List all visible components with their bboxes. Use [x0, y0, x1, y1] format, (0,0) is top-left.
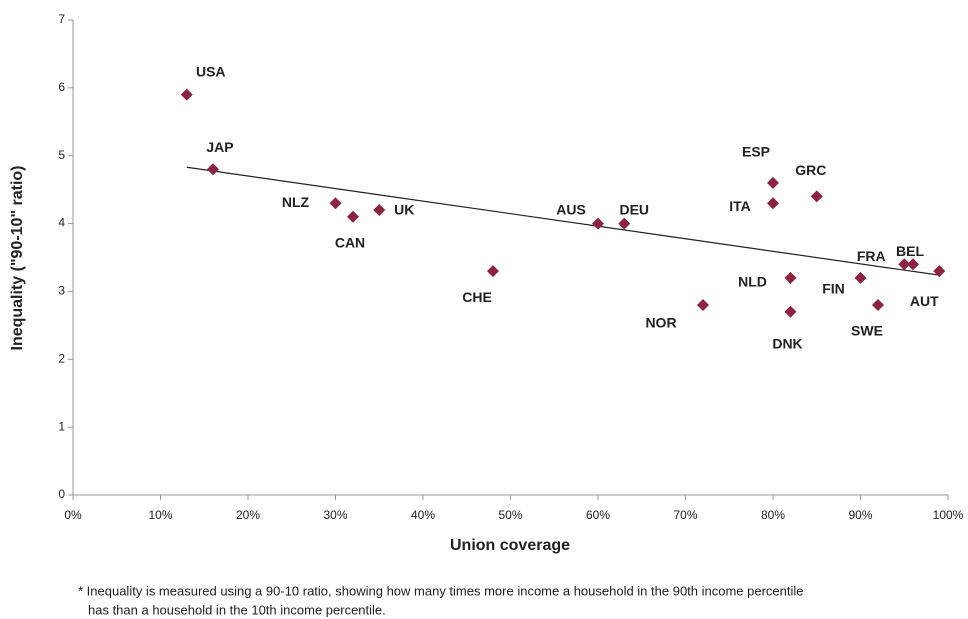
y-tick-label: 7 [58, 12, 65, 26]
point-label: FIN [822, 281, 845, 297]
point-label: BEL [896, 243, 924, 259]
x-tick-label: 60% [586, 508, 610, 522]
footnote: has than a household in the 10th income … [88, 602, 386, 617]
point [207, 163, 219, 176]
x-tick-label: 70% [673, 508, 697, 522]
point-label: CHE [462, 289, 492, 305]
x-tick-label: 90% [848, 508, 872, 522]
point [373, 204, 386, 216]
point [592, 217, 604, 230]
point-label: NOR [645, 315, 676, 331]
point [898, 258, 911, 271]
y-tick-label: 1 [58, 419, 65, 433]
point [618, 217, 631, 230]
point-label: ESP [742, 144, 770, 160]
point [347, 210, 359, 223]
footnote: * Inequality is measured using a 90-10 r… [78, 583, 804, 598]
point [933, 265, 946, 278]
x-tick-label: 10% [148, 508, 172, 522]
y-tick-label: 2 [58, 351, 65, 365]
x-tick-label: 40% [411, 508, 435, 522]
point-label: DNK [772, 335, 802, 351]
y-tick-label: 6 [58, 80, 65, 94]
point [854, 271, 867, 284]
y-tick-label: 0 [58, 487, 65, 501]
point [784, 271, 797, 284]
x-tick-label: 80% [761, 508, 785, 522]
point [767, 176, 779, 189]
point [767, 197, 779, 210]
y-tick-label: 4 [58, 216, 65, 230]
point [907, 258, 919, 271]
point-label: JAP [206, 139, 233, 155]
point-label: FRA [857, 248, 886, 264]
x-tick-label: 50% [498, 508, 522, 522]
point [810, 190, 823, 203]
x-axis-label: Union coverage [450, 537, 570, 554]
point [784, 305, 797, 318]
trend-line [186, 166, 940, 276]
point-label: NLZ [282, 194, 310, 210]
x-tick-label: 100% [933, 508, 964, 522]
x-tick-label: 20% [236, 508, 260, 522]
point-label: ITA [729, 198, 751, 214]
x-tick-label: 0% [64, 508, 82, 522]
point-label: AUT [910, 293, 939, 309]
y-axis-label: Inequality ("90-10" ratio) [9, 166, 26, 351]
point [487, 265, 499, 278]
y-tick-label: 3 [58, 284, 65, 298]
point [697, 299, 709, 311]
y-tick-label: 5 [58, 148, 65, 162]
point-label: USA [196, 63, 226, 79]
point [329, 197, 342, 210]
point-label: AUS [556, 201, 586, 217]
x-tick-label: 30% [323, 508, 347, 522]
point-label: CAN [335, 234, 365, 250]
point [872, 299, 884, 311]
point-label: SWE [851, 323, 883, 339]
point-label: UK [394, 202, 414, 218]
point-label: DEU [619, 201, 649, 217]
point [180, 88, 193, 101]
point-label: GRC [795, 162, 826, 178]
point-label: NLD [738, 274, 767, 290]
